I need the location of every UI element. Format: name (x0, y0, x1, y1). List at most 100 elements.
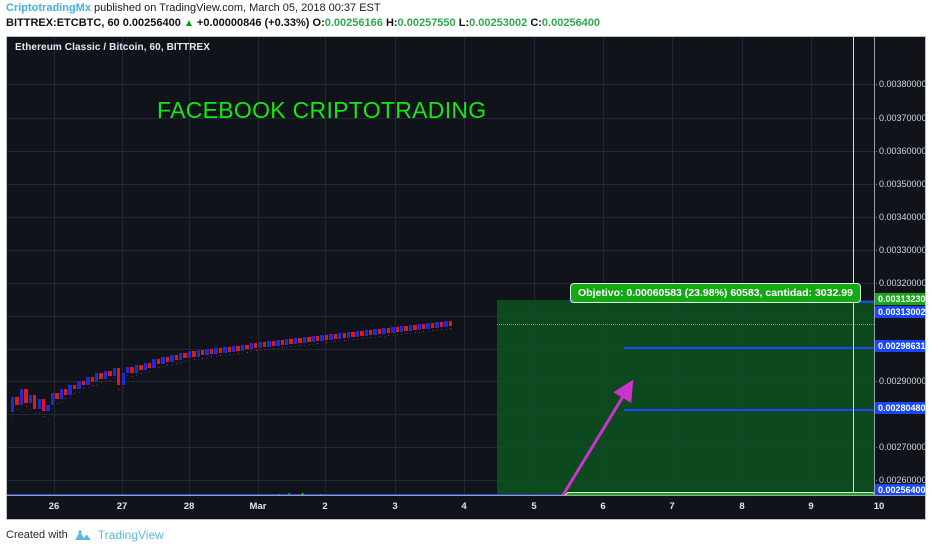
candle-body (117, 368, 121, 385)
candle-body (205, 349, 209, 355)
price-badge[interactable]: 0.00256400 (875, 484, 925, 495)
gridline-vertical (742, 37, 743, 495)
candle-body (178, 353, 183, 360)
candle-body (46, 405, 50, 411)
candle-body (214, 348, 218, 354)
profit-zone (497, 300, 874, 495)
price-tick-label: 0.00260000 (879, 475, 925, 485)
candle-body (245, 345, 249, 349)
candle-wick (167, 365, 169, 366)
chart-plot-area[interactable]: Ethereum Classic / Bitcoin, 60, BITTREX … (7, 37, 874, 495)
time-tick-label: 4 (461, 501, 467, 512)
candle-wick (299, 345, 301, 346)
candle-wick (357, 339, 359, 340)
price-badge[interactable]: 0.00313230 (875, 293, 925, 305)
candle-wick (61, 402, 63, 403)
candle-wick (449, 328, 451, 329)
symbol-label: BITTREX:ETCBTC, 60 (6, 17, 120, 29)
candle-wick (388, 335, 390, 336)
candle-body (422, 324, 426, 329)
candle-body (77, 381, 81, 389)
candle-wick (109, 380, 111, 381)
candle-body (430, 323, 435, 328)
time-tick-label: 8 (739, 501, 745, 512)
candle-body (103, 371, 108, 379)
candle-wick (268, 349, 270, 350)
candle-wick (136, 375, 138, 376)
candle-body (223, 347, 227, 353)
candle-wick (206, 357, 208, 358)
candle-wick (330, 342, 332, 343)
gridline-horizontal (7, 118, 874, 119)
candle-wick (100, 382, 102, 383)
candle-body (369, 330, 373, 335)
price-tick-label: 0.00350000 (879, 179, 925, 189)
candle-body (373, 329, 377, 335)
candle-wick (255, 350, 257, 351)
candle-wick (140, 373, 142, 374)
watermark-text: FACEBOOK CRIPTOTRADING (157, 97, 487, 123)
candle-body (298, 338, 302, 343)
candle-body (50, 393, 55, 405)
open-value: 0.00256166 (324, 17, 383, 29)
entry-level-line (7, 494, 874, 495)
candle-wick (118, 389, 120, 390)
candle-wick (304, 345, 306, 346)
candle-body (355, 331, 360, 337)
candle-body (382, 328, 386, 334)
candle-body (201, 350, 205, 355)
candle-body (439, 322, 444, 327)
candle-wick (339, 341, 341, 342)
gridline-vertical (672, 37, 673, 495)
header-quote-line: BITTREX:ETCBTC, 60 0.00256400 ▲ +0.00000… (6, 17, 600, 29)
candle-wick (251, 351, 253, 352)
time-axis[interactable]: 26 27 28 Mar 2 3 4 5 6 7 8 9 10 (7, 495, 925, 519)
price-badge[interactable]: 0.00298631 (875, 340, 925, 352)
candle-wick (145, 372, 146, 373)
candle-wick (175, 363, 177, 364)
candle-wick (427, 331, 429, 332)
candle-wick (308, 344, 310, 345)
candle-wick (74, 393, 76, 394)
candle-body (33, 395, 37, 409)
candle-wick (127, 375, 129, 376)
candle-wick (162, 366, 164, 367)
price-badge[interactable]: 0.00313002 (875, 306, 925, 318)
candle-wick (370, 337, 372, 338)
objetivo-label[interactable]: Objetivo: 0.00060583 (23.98%) 60583, can… (570, 283, 861, 303)
gridline-vertical (54, 37, 55, 495)
candle-body (315, 336, 320, 341)
candle-body (192, 351, 196, 357)
candle-body (360, 331, 364, 336)
up-triangle-icon: ▲ (183, 18, 194, 29)
candlestick-series (7, 37, 874, 495)
candle-body (302, 337, 307, 343)
chart-frame[interactable]: Ethereum Classic / Bitcoin, 60, BITTREX … (6, 36, 926, 520)
candle-body (408, 325, 413, 331)
candle-wick (202, 358, 204, 359)
price-tick: ·0.00340000 (875, 212, 925, 222)
candle-wick (264, 349, 266, 350)
candle-wick (220, 355, 222, 356)
gridline-horizontal (7, 217, 874, 218)
candle-wick (43, 416, 45, 417)
chart-title: Ethereum Classic / Bitcoin, 60, BITTREX (15, 42, 211, 53)
candle-wick (405, 333, 407, 334)
price-axis[interactable]: ·0.00380000 ·0.00370000 ·0.00360000 ·0.0035… (874, 37, 925, 495)
low-value: 0.00253002 (469, 17, 528, 29)
candle-body (19, 389, 24, 405)
candle-wick (193, 359, 195, 360)
price-badge[interactable]: 0.00280480 (875, 402, 925, 414)
candle-body (130, 367, 134, 373)
low-key: L: (458, 17, 470, 29)
candle-body (391, 327, 395, 333)
gridline-horizontal (7, 414, 874, 415)
abrir-ganancias-label[interactable]: Abrir ganancias y pérdidas: 0.00003753, … (565, 492, 874, 495)
candle-wick (286, 347, 288, 348)
candle-body (346, 332, 351, 338)
header-publish-line: CriptotradingMx published on TradingView… (6, 2, 381, 14)
time-tick-label: 26 (48, 501, 60, 512)
candle-wick (96, 384, 98, 385)
candle-wick (343, 340, 345, 341)
candle-wick (423, 331, 425, 332)
